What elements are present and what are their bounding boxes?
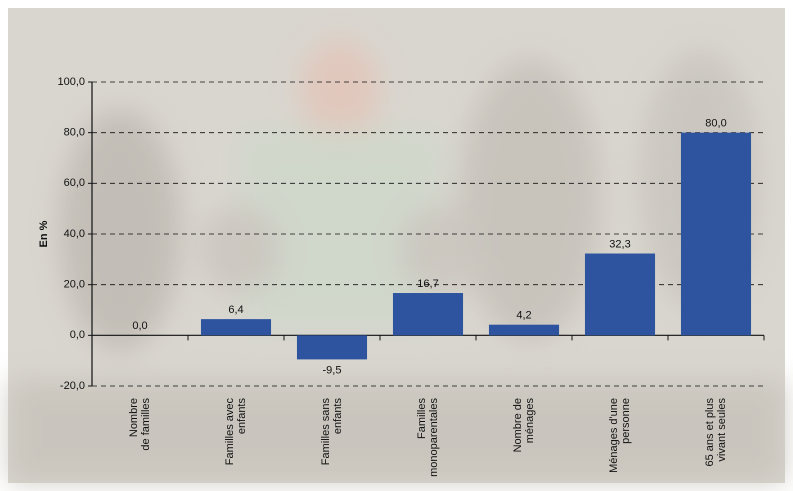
x-tick-label: Ménages d'une <box>608 398 620 473</box>
bar <box>680 132 752 336</box>
x-tick-label: enfants <box>332 398 344 435</box>
x-tick-label: monoparentales <box>428 398 440 477</box>
y-tick-label: 80,0 <box>64 127 85 139</box>
x-tick-label: de familles <box>140 398 152 451</box>
y-tick-label: 100,0 <box>57 76 85 88</box>
y-tick-label: 0,0 <box>70 329 85 341</box>
bar <box>200 319 272 336</box>
x-tick-label: Familles <box>416 398 428 439</box>
y-tick-label: 20,0 <box>64 279 85 291</box>
bar <box>488 324 560 336</box>
x-tick-label: enfants <box>236 398 248 435</box>
x-tick-label: Familles sans <box>320 398 332 466</box>
y-tick-label: -20,0 <box>60 380 85 392</box>
x-tick-label: vivant seules <box>716 398 728 462</box>
bar <box>392 293 464 336</box>
value-label: -9,5 <box>323 364 342 376</box>
x-tick-label: Familles avec <box>224 398 236 466</box>
x-tick-label: personne <box>620 398 632 444</box>
value-label: 6,4 <box>228 304 243 316</box>
bar <box>584 253 656 336</box>
value-label: 80,0 <box>705 118 726 130</box>
value-label: 16,7 <box>417 278 438 290</box>
bar <box>296 335 368 360</box>
value-label: 4,2 <box>516 310 531 322</box>
x-tick-label: 65 ans et plus <box>704 398 716 467</box>
y-tick-label: 60,0 <box>64 177 85 189</box>
x-tick-label: Nombre de <box>512 398 524 452</box>
value-label: 0,0 <box>132 320 147 332</box>
y-tick-label: 40,0 <box>64 228 85 240</box>
value-label: 32,3 <box>609 238 630 250</box>
background-photo <box>8 8 785 483</box>
x-tick-label: Nombre <box>128 398 140 437</box>
y-axis-label: En % <box>38 220 50 247</box>
x-tick-label: ménages <box>524 398 536 444</box>
